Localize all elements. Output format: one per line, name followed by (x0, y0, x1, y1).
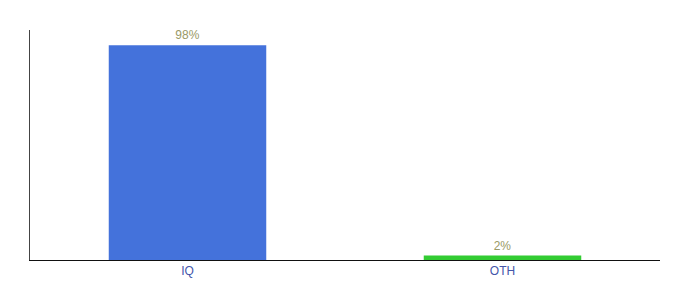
svg-text:IQ: IQ (181, 264, 194, 278)
svg-text:98%: 98% (175, 28, 199, 42)
svg-text:OTH: OTH (490, 264, 515, 278)
svg-text:2%: 2% (494, 239, 512, 253)
